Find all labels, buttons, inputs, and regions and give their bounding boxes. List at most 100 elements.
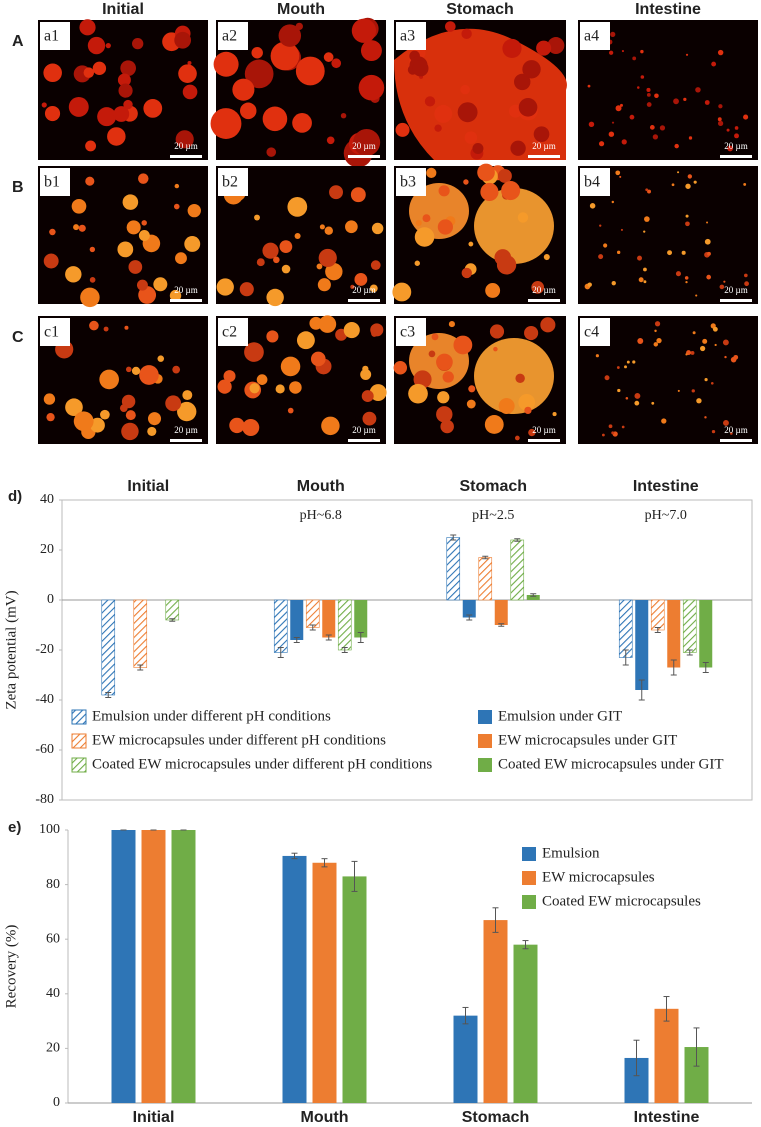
particle — [547, 37, 565, 54]
scale-bar — [720, 439, 752, 442]
particle — [472, 143, 484, 155]
particle — [71, 198, 87, 214]
particle — [684, 276, 689, 280]
particle — [310, 351, 326, 367]
particle — [422, 214, 431, 223]
legend-label: EW microcapsules — [542, 869, 655, 885]
particle — [174, 31, 192, 49]
particle — [92, 61, 107, 76]
particle — [702, 338, 708, 344]
panel-label: e) — [8, 819, 21, 836]
particle — [685, 281, 688, 284]
y-tick-label: 60 — [46, 931, 60, 946]
scale-bar-label: 20 µm — [724, 285, 747, 295]
particle — [690, 350, 695, 355]
legend-swatch — [478, 758, 492, 772]
particle — [453, 335, 473, 355]
particle — [49, 228, 56, 236]
particle — [296, 331, 315, 350]
particle — [273, 256, 280, 264]
bar — [478, 557, 493, 601]
error-bar — [693, 1027, 700, 1067]
particle — [484, 415, 504, 434]
bar — [101, 599, 116, 696]
scale-bar — [348, 439, 380, 442]
scale-bar — [170, 439, 202, 442]
error-bar — [492, 907, 499, 933]
particle — [714, 343, 717, 347]
particle — [616, 366, 620, 369]
particle — [673, 98, 679, 105]
particle — [617, 388, 621, 393]
particle — [611, 200, 615, 204]
particle — [522, 60, 541, 79]
particle — [345, 220, 358, 234]
error-bar — [291, 852, 298, 860]
legend-label: Emulsion under GIT — [498, 708, 622, 724]
particle — [723, 280, 726, 283]
particle — [608, 50, 614, 55]
particle — [646, 87, 651, 92]
row-letter: A — [12, 33, 24, 50]
legend-swatch — [71, 709, 87, 725]
scale-bar — [528, 439, 560, 442]
particle — [615, 105, 622, 112]
particle — [638, 277, 644, 283]
particle — [103, 326, 109, 332]
particle — [461, 267, 472, 279]
row-letter: C — [12, 329, 24, 346]
particle — [654, 93, 659, 99]
bar — [141, 830, 166, 1103]
column-header: Stomach — [446, 1, 514, 18]
particle — [65, 266, 82, 283]
scale-bar-label: 20 µm — [352, 425, 375, 435]
particle — [531, 280, 545, 294]
particle — [316, 263, 323, 270]
particle — [73, 224, 80, 231]
particle — [254, 214, 260, 221]
particle — [695, 294, 698, 297]
particle — [704, 416, 707, 419]
particle — [354, 273, 368, 286]
particle — [187, 61, 192, 66]
particle — [256, 258, 265, 267]
particle — [437, 219, 453, 235]
bar — [322, 600, 336, 638]
particle — [292, 113, 312, 133]
particle — [644, 216, 650, 222]
particle — [477, 163, 495, 182]
panel-label: b3 — [400, 174, 416, 191]
particle — [326, 136, 335, 145]
bar — [654, 1008, 679, 1103]
particle — [659, 125, 666, 131]
panel-label-box — [218, 318, 248, 346]
particle — [711, 61, 717, 67]
particle — [634, 393, 641, 399]
particle — [706, 274, 712, 280]
particle — [169, 289, 182, 302]
particle — [431, 333, 439, 341]
bar — [290, 600, 304, 640]
particle — [118, 83, 133, 98]
panel-label-box — [580, 22, 610, 50]
particle — [370, 260, 381, 271]
particle — [696, 398, 702, 404]
particle — [294, 232, 301, 240]
particle — [122, 194, 139, 210]
category-label: Stomach — [462, 1109, 530, 1126]
particle — [643, 280, 647, 284]
plot-frame — [61, 499, 753, 801]
legend-label: Coated EW microcapsules — [542, 893, 701, 909]
panel-label: a4 — [584, 28, 599, 45]
particle — [448, 320, 455, 328]
particle — [107, 127, 126, 146]
particle — [598, 254, 604, 260]
bar — [513, 944, 538, 1103]
particle — [287, 196, 308, 217]
bar — [462, 600, 476, 618]
particle — [324, 226, 333, 235]
legend-swatch — [478, 710, 492, 724]
particle — [463, 179, 469, 185]
particle — [239, 282, 254, 297]
particle — [317, 278, 331, 292]
